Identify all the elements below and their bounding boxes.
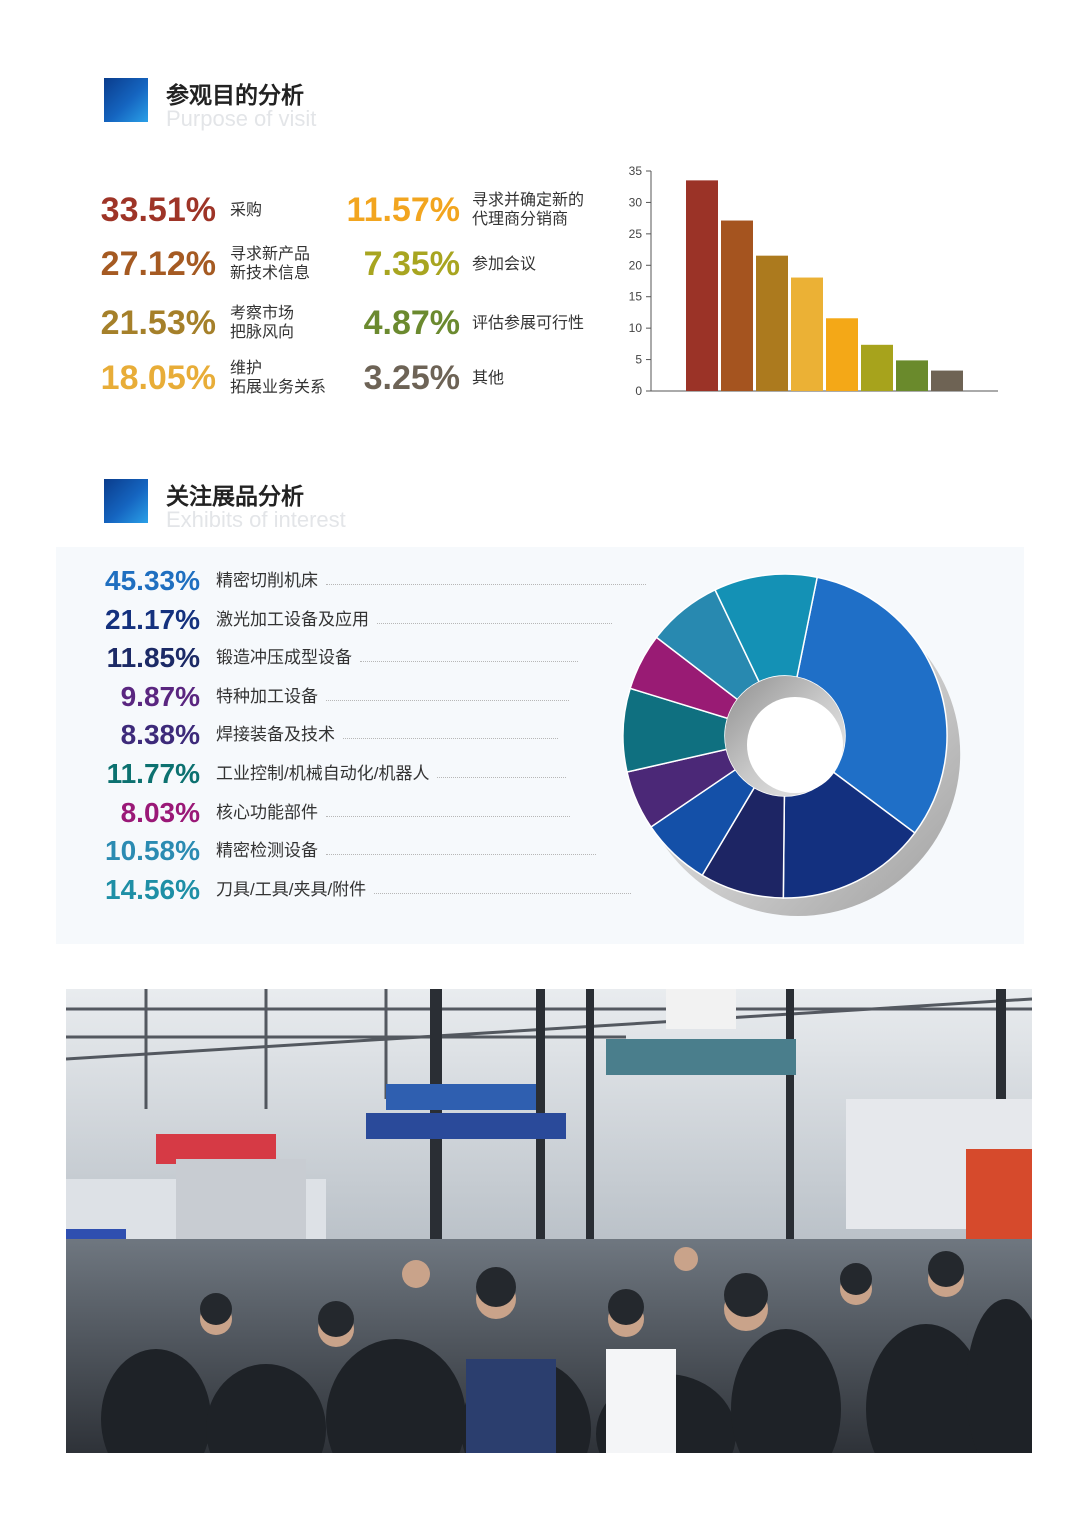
exhibit-list-item: 8.38% 焊接装备及技术 <box>56 718 676 752</box>
purpose-stat-label-line: 代理商分销商 <box>472 211 569 228</box>
purpose-subtitle: Purpose of visit <box>166 106 317 131</box>
purpose-stat-label: 采购 <box>230 190 262 230</box>
exhibit-label: 特种加工设备 <box>216 686 318 706</box>
exhibit-percent: 8.03% <box>120 796 200 828</box>
y-tick-label: 35 <box>629 164 643 178</box>
leader-dots <box>326 854 596 856</box>
exhibit-label: 锻造冲压成型设备 <box>216 648 352 668</box>
purpose-stat-label-line: 新技术信息 <box>230 265 311 282</box>
exhibit-list-item: 45.33% 精密切削机床 <box>56 564 676 598</box>
exhibit-percent: 9.87% <box>120 680 200 712</box>
exhibits-donut-chart <box>622 573 961 916</box>
leader-dots <box>377 622 612 624</box>
exhibit-list-item: 11.77% 工业控制/机械自动化/机器人 <box>56 757 676 791</box>
bar <box>861 344 893 391</box>
purpose-stat-label-line: 维护 <box>230 360 263 377</box>
donut-hole <box>747 697 843 793</box>
purpose-stat-label: 评估参展可行性 <box>472 303 584 343</box>
exhibit-percent: 45.33% <box>105 565 200 596</box>
exhibit-percent: 11.77% <box>106 758 200 789</box>
y-tick-label: 20 <box>629 258 643 272</box>
exhibit-label: 刀具/工具/夹具/附件 <box>216 879 367 899</box>
y-tick-label: 15 <box>629 290 643 304</box>
purpose-stat-label-line: 参加会议 <box>472 255 537 273</box>
exhibit-percent: 11.85% <box>106 642 200 674</box>
bar <box>721 220 753 391</box>
purpose-stat-label-line: 拓展业务关系 <box>230 379 327 396</box>
purpose-stat-percent: 3.25% <box>363 359 460 397</box>
leader-dots <box>326 699 569 701</box>
purpose-stat-label: 寻求并确定新的 代理商分销商 <box>472 190 584 230</box>
purpose-stat-percent: 11.57% <box>346 191 460 229</box>
bar <box>826 318 858 391</box>
purpose-stat-label: 其他 <box>472 358 504 398</box>
exhibits-subtitle: Exhibits of interest <box>166 507 346 532</box>
purpose-bar-chart: 0 5 10 15 20 25 30 35 <box>629 164 998 398</box>
leader-dots <box>343 738 558 740</box>
purpose-stat-label: 维护 拓展业务关系 <box>230 358 326 398</box>
bar <box>686 180 718 391</box>
purpose-stat-label-line: 把脉风向 <box>230 324 295 341</box>
leader-dots <box>326 815 570 817</box>
section-square-icon <box>104 479 148 523</box>
exhibit-list-item: 10.58% 精密检测设备 <box>56 834 676 868</box>
leader-dots <box>437 777 566 778</box>
purpose-stat-label: 参加会议 <box>472 244 536 284</box>
exhibit-label: 精密切削机床 <box>216 571 318 590</box>
purpose-stat-label: 考察市场 把脉风向 <box>230 303 294 343</box>
exhibit-list-item: 14.56% 刀具/工具/夹具/附件 <box>56 873 676 907</box>
bar <box>931 370 963 391</box>
y-tick-label: 5 <box>635 353 642 367</box>
purpose-stat-label-line: 寻求新产品 <box>230 246 311 263</box>
purpose-stat-percent: 21.53% <box>100 304 216 342</box>
exhibit-percent: 10.58% <box>105 835 200 867</box>
purpose-stat-percent: 33.51% <box>100 191 216 229</box>
exhibit-list-item: 9.87% 特种加工设备 <box>56 680 676 714</box>
exhibit-label: 工业控制/机械自动化/机器人 <box>216 764 430 783</box>
exhibition-hall-photo <box>66 989 1032 1453</box>
leader-dots <box>360 661 578 663</box>
exhibit-label: 激光加工设备及应用 <box>216 609 369 629</box>
y-tick-label: 0 <box>635 384 642 398</box>
leader-dots <box>326 584 646 585</box>
exhibit-list-item: 11.85% 锻造冲压成型设备 <box>56 641 676 675</box>
y-tick-label: 30 <box>629 195 643 209</box>
purpose-stat-label-line: 寻求并确定新的 <box>472 192 585 209</box>
purpose-stat-label-line: 采购 <box>230 201 263 219</box>
purpose-stat-label-line: 考察市场 <box>230 305 295 322</box>
exhibit-label: 精密检测设备 <box>216 841 318 861</box>
leader-dots <box>374 892 631 894</box>
purpose-stat-label: 寻求新产品新技术信息 <box>230 244 310 284</box>
bar <box>896 360 928 391</box>
purpose-stat-percent: 4.87% <box>363 304 460 342</box>
purpose-stat-percent: 27.12% <box>100 245 216 283</box>
purpose-title: 参观目的分析 <box>166 82 304 108</box>
y-tick-label: 25 <box>629 227 643 241</box>
exhibit-list-item: 8.03% 核心功能部件 <box>56 796 676 830</box>
exhibit-label: 核心功能部件 <box>216 802 318 822</box>
purpose-stat-label-line: 评估参展可行性 <box>472 314 585 332</box>
bar <box>791 277 823 391</box>
exhibit-list-item: 21.17% 激光加工设备及应用 <box>56 603 676 637</box>
bar <box>756 255 788 391</box>
exhibits-title: 关注展品分析 <box>166 483 304 509</box>
exhibit-percent: 8.38% <box>120 719 200 751</box>
y-tick-label: 10 <box>629 321 643 335</box>
section-square-icon <box>104 78 148 122</box>
exhibit-percent: 14.56% <box>105 873 200 905</box>
exhibit-label: 焊接装备及技术 <box>216 725 335 745</box>
exhibit-percent: 21.17% <box>105 603 200 635</box>
crowd-photo-illustration <box>66 989 1032 1453</box>
purpose-stat-label-line: 其他 <box>472 369 505 387</box>
purpose-stat-percent: 18.05% <box>100 359 216 397</box>
purpose-stat-percent: 7.35% <box>363 245 460 283</box>
